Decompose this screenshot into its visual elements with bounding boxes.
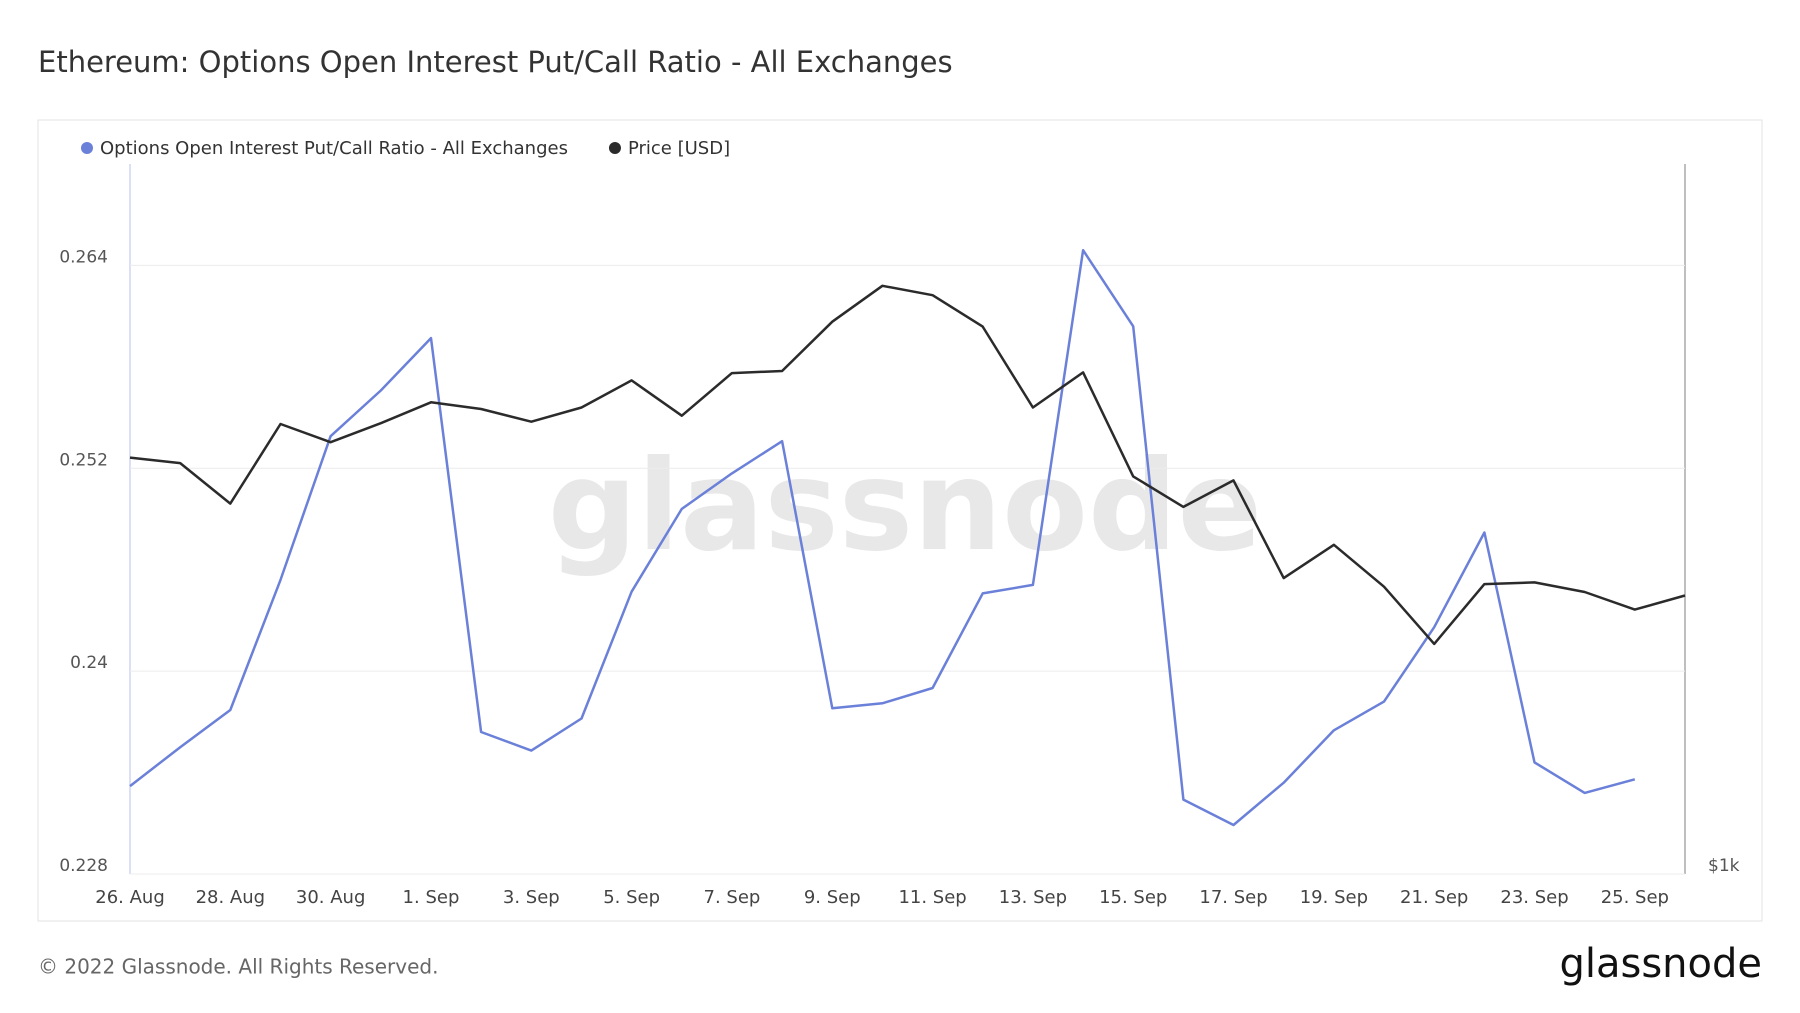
x-tick-label: 13. Sep <box>999 887 1067 908</box>
legend-marker <box>608 142 621 154</box>
y-tick-label: 0.252 <box>59 450 108 470</box>
x-tick-label: 30. Aug <box>296 887 366 908</box>
x-tick-label: 25. Sep <box>1601 887 1669 908</box>
chart-frame <box>37 119 1763 922</box>
x-tick-label: 26. Aug <box>95 887 165 908</box>
x-tick-label: 21. Sep <box>1400 887 1468 908</box>
legend-label: Options Open Interest Put/Call Ratio - A… <box>100 138 568 159</box>
logo: glassnode <box>1559 941 1762 987</box>
y2-tick-label: $1k <box>1708 856 1740 876</box>
watermark: glassnode <box>548 434 1263 579</box>
legend-marker <box>81 142 93 154</box>
series-line <box>129 284 1686 646</box>
x-tick-label: 5. Sep <box>603 887 660 908</box>
y-tick-label: 0.264 <box>59 247 108 267</box>
x-tick-label: 1. Sep <box>403 887 460 908</box>
chart-title: Ethereum: Options Open Interest Put/Call… <box>38 45 953 79</box>
x-tick-label: 3. Sep <box>503 887 560 908</box>
x-tick-label: 11. Sep <box>898 887 966 908</box>
x-tick-label: 17. Sep <box>1199 887 1267 908</box>
x-tick-label: 28. Aug <box>196 887 266 908</box>
legend-label: Price [USD] <box>628 138 730 159</box>
copyright: © 2022 Glassnode. All Rights Reserved. <box>38 955 438 979</box>
y-tick-label: 0.24 <box>70 653 108 673</box>
x-tick-label: 15. Sep <box>1099 887 1167 908</box>
y-tick-label: 0.228 <box>59 856 108 876</box>
x-tick-label: 23. Sep <box>1500 887 1568 908</box>
x-tick-label: 9. Sep <box>804 887 861 908</box>
x-tick-label: 7. Sep <box>704 887 761 908</box>
x-tick-label: 19. Sep <box>1300 887 1368 908</box>
series-line <box>129 248 1636 827</box>
